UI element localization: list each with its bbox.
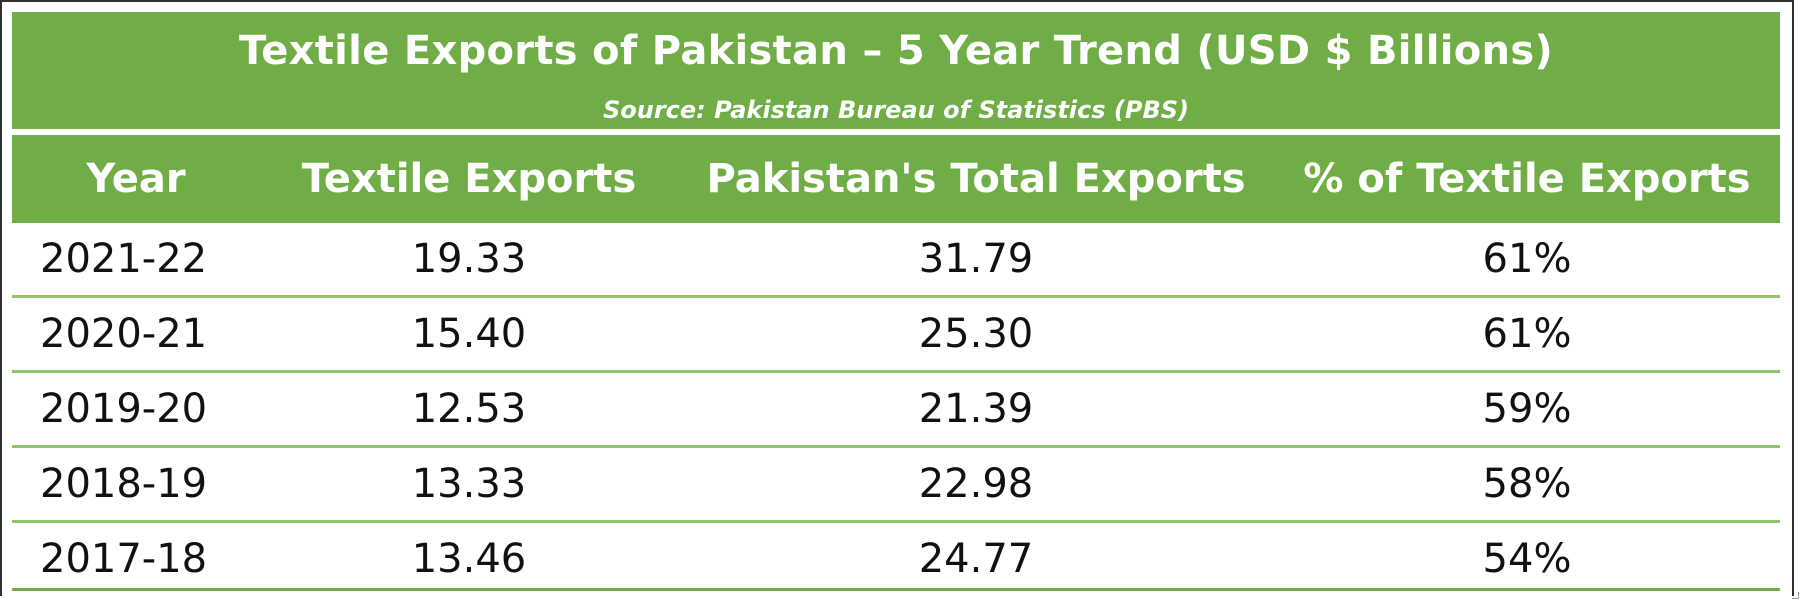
cell-total-exports: 22.98 [918, 461, 1034, 507]
cell-textile-exports: 13.33 [411, 461, 527, 507]
cell-year: 2018-19 [40, 461, 208, 507]
cell-year: 2020-21 [40, 311, 208, 357]
cell-textile-share: 54% [1482, 536, 1572, 582]
cell-textile-share: 59% [1482, 386, 1572, 432]
cell-textile-exports: 15.40 [411, 311, 527, 357]
cell-textile-share: 61% [1482, 236, 1572, 282]
cell-textile-share: 58% [1482, 461, 1572, 507]
table-frame: Textile Exports of Pakistan – 5 Year Tre… [0, 0, 1794, 596]
cell-year: 2021-22 [40, 236, 208, 282]
header-year: Year [86, 156, 186, 202]
cell-total-exports: 25.30 [918, 311, 1034, 357]
cell-year: 2017-18 [40, 536, 208, 582]
header-textile-exports: Textile Exports [301, 156, 637, 202]
cell-textile-exports: 12.53 [411, 386, 527, 432]
table-body: 2021-22 19.33 31.79 61% 2020-21 15.40 25… [12, 223, 1780, 595]
table-row: 2018-19 13.33 22.98 58% [12, 448, 1780, 523]
cell-total-exports: 21.39 [918, 386, 1034, 432]
table-row: 2019-20 12.53 21.39 59% [12, 373, 1780, 448]
title-band: Textile Exports of Pakistan – 5 Year Tre… [12, 12, 1780, 132]
header-textile-share: % of Textile Exports [1303, 156, 1751, 202]
table-row: 2020-21 15.40 25.30 61% [12, 298, 1780, 373]
cell-textile-share: 61% [1482, 311, 1572, 357]
table-title: Textile Exports of Pakistan – 5 Year Tre… [238, 28, 1554, 74]
table-row: 2021-22 19.33 31.79 61% [12, 223, 1780, 298]
table-header: Year Textile Exports Pakistan's Total Ex… [12, 135, 1780, 223]
resize-handle-icon [1792, 592, 1799, 599]
cell-year: 2019-20 [40, 386, 208, 432]
cell-total-exports: 24.77 [918, 536, 1034, 582]
cell-textile-exports: 13.46 [411, 536, 527, 582]
cell-textile-exports: 19.33 [411, 236, 527, 282]
header-total-exports: Pakistan's Total Exports [706, 156, 1246, 202]
cell-total-exports: 31.79 [918, 236, 1034, 282]
table-bottom-border [12, 588, 1780, 591]
table-row: 2017-18 13.46 24.77 54% [12, 523, 1780, 595]
table-subtitle: Source: Pakistan Bureau of Statistics (P… [602, 96, 1189, 124]
